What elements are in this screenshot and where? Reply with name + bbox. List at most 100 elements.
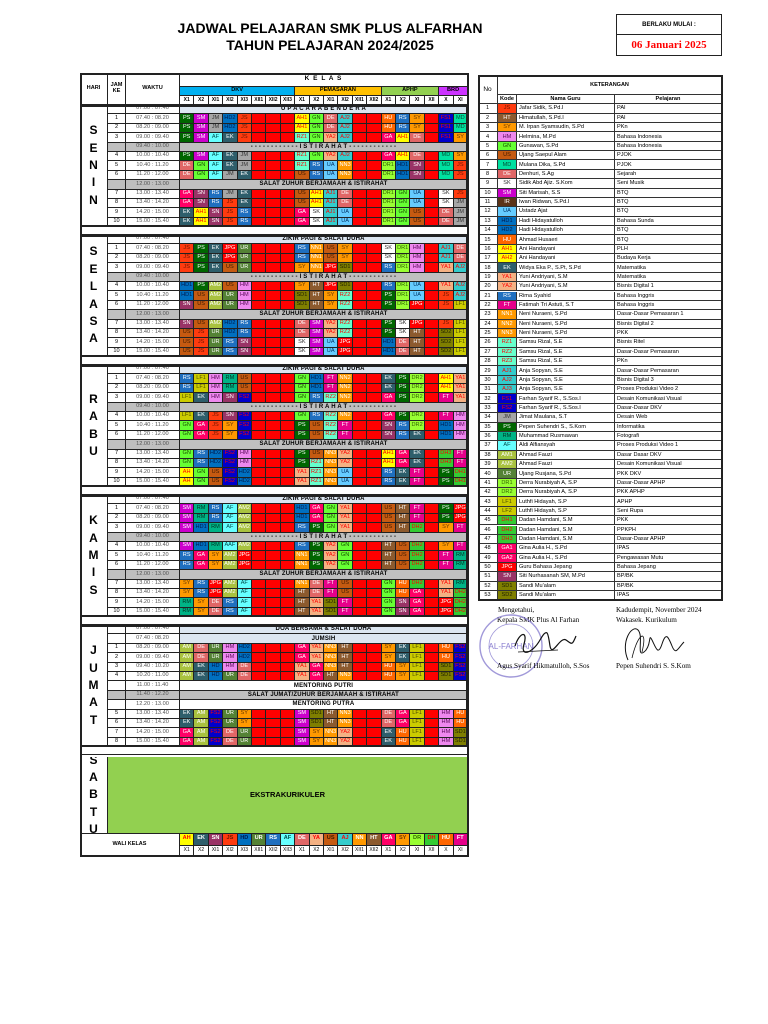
jam-ke-cell [108,402,126,412]
legend-pelajaran: Desain Web [615,413,722,423]
lesson-cell: DE [410,152,425,162]
empty-cell [424,263,440,273]
lesson-cell: YA2 [338,449,353,459]
lesson-cell: SN [223,393,238,403]
empty-cell [252,430,267,441]
lesson-cell: FS2 [223,477,238,488]
lesson-cell: AH [180,477,195,488]
lesson-cell: DR1 [381,199,396,209]
lesson-cell: RS [381,477,396,488]
lesson-cell: US [223,282,238,292]
lesson-cell: EK [396,653,411,663]
waktu-cell: 09.40 : 10.00 [126,272,180,282]
lesson-cell: SD1 [295,291,310,301]
empty-cell [280,579,296,589]
legend-nama: Luthfi Hidayah, S.P [517,506,615,517]
lesson-cell: US [180,329,195,339]
legend-no: 44 [478,506,498,517]
legend-nama: Ujang Saepul Alam [517,151,615,161]
lesson-cell: HD1 [396,161,411,171]
legend-no: 7 [478,160,498,170]
empty-cell [352,579,368,589]
lesson-cell: DH2 [453,589,468,599]
lesson-cell: GA [194,551,209,561]
empty-cell [424,319,440,329]
jam-ke-cell [108,700,126,710]
empty-cell [280,347,296,358]
empty-cell [352,244,368,254]
schedule-banner: MENTORING PUTRI [180,681,468,691]
legend-nama: Mulana Dika, S.Pd [517,160,615,170]
jam-ke-cell [108,272,126,282]
empty-cell [280,430,296,441]
legend-no: 3 [478,123,498,133]
empty-cell [352,347,368,358]
legend-kode: SK [498,179,517,189]
legend-kode: DH3 [498,534,517,545]
lesson-cell: RS [237,319,252,329]
empty-cell [424,513,440,524]
lesson-cell: NN2 [338,393,353,403]
lesson-cell: YA1 [309,643,324,654]
lesson-cell: RS [309,170,324,181]
lesson-cell: LF1 [410,653,425,663]
lesson-cell: US [381,513,396,524]
waktu-cell: 07.40 : 08.20 [126,374,180,384]
lesson-cell: SY [194,607,209,618]
empty-cell [367,170,382,181]
legend-pelajaran: Informatika [615,422,722,432]
empty-cell [266,662,281,672]
empty-cell [367,393,382,403]
lesson-cell: UR [208,329,224,339]
lesson-cell: JS [223,208,238,218]
empty-cell [266,542,281,552]
lesson-cell: RZ1 [309,477,324,488]
lesson-cell: HU [439,643,454,654]
lesson-cell: GA [194,430,209,441]
class-header: XI1 [324,96,339,105]
lesson-cell: GA [396,709,411,719]
legend-pelajaran: BTQ [615,197,722,208]
jam-ke-cell: 2 [108,383,126,394]
legend-nama: Guru Bahasa Jepang [517,562,615,573]
legend-pelajaran: PLH [615,244,722,255]
lesson-cell: NN1 [295,579,310,589]
lesson-cell: AF [208,161,224,171]
empty-cell [266,374,281,384]
lesson-cell: AM2 [237,523,252,533]
lesson-cell: AF [237,579,252,589]
legend-pelajaran: BTQ [615,188,722,198]
lesson-cell: DR1 [381,208,396,218]
legend-no: 11 [478,197,498,208]
empty-cell [352,719,368,729]
lesson-cell: UA [324,338,339,348]
lesson-cell: MD [439,161,454,171]
lesson-cell: JS [194,329,209,339]
lesson-cell: SY [295,282,310,292]
lesson-cell: DR1 [396,300,411,311]
lesson-cell: UR [208,643,224,654]
lesson-cell: NN2 [338,412,353,422]
empty-cell [280,662,296,672]
legend-no: 42 [478,488,498,498]
empty-cell [280,374,296,384]
lesson-cell: SN [410,170,425,181]
legend-nama: Hadi Hidayatulloh [517,216,615,226]
wali-kelas-code: AJ [338,834,353,846]
legend-nama: Jimat Maulana, S.T [517,413,615,423]
lesson-cell: RS [295,253,310,264]
lesson-cell: UA [338,208,353,218]
lesson-cell: HD2 [237,653,252,663]
legend-no-header: No [478,75,498,104]
legend-no: 30 [478,375,498,386]
legend-pelajaran: Bisnis Digital 1 [615,282,722,292]
lesson-cell: EK [194,662,209,672]
legend-nama: Derra Nurabiyah A, S.P [517,488,615,498]
lesson-cell: SN [208,208,224,218]
lesson-cell: YA2 [338,728,353,738]
lesson-cell: NN3 [324,728,339,738]
empty-cell [352,393,368,403]
lesson-cell: EK [223,152,238,162]
lesson-cell: HT [381,560,396,571]
lesson-cell: GA [381,133,396,143]
